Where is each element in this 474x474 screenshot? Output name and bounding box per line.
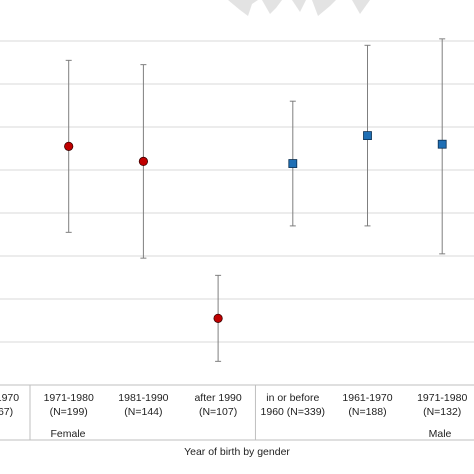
x-tick-label-n: (N=167) bbox=[0, 406, 13, 418]
x-tick-label-n: (N=199) bbox=[50, 406, 88, 418]
error-bars bbox=[65, 38, 446, 362]
gridlines bbox=[0, 40, 474, 386]
data-point-square bbox=[363, 131, 372, 141]
x-tick-label-n: (N=132) bbox=[423, 406, 461, 418]
data-point-square bbox=[437, 139, 447, 149]
x-tick-labels: 1961-1970 (N=167) 1971-1980 (N=199) 1981-199… bbox=[0, 392, 467, 418]
x-tick-label-n: (N=188) bbox=[348, 406, 386, 418]
group-label: Male bbox=[429, 428, 452, 440]
x-tick-label: 1981-1990 bbox=[118, 392, 168, 404]
group-separators bbox=[0, 385, 474, 441]
group-labels: Female Male bbox=[50, 428, 451, 440]
x-tick-label-n: (N=144) bbox=[124, 406, 162, 418]
x-tick-label: 1971-1980 bbox=[417, 392, 467, 404]
x-tick-label-n: (N=107) bbox=[199, 406, 237, 418]
x-tick-label: 1971-1980 bbox=[44, 392, 94, 404]
data-point-circle bbox=[138, 156, 148, 166]
x-tick-label: after 1990 bbox=[194, 392, 241, 404]
x-axis-title: Year of birth by gender bbox=[184, 446, 290, 458]
data-point-square bbox=[288, 159, 298, 168]
watermark-logo bbox=[228, 0, 370, 16]
x-tick-label-n: 1960 (N=339) bbox=[261, 406, 326, 418]
x-tick-label: 1961-1970 bbox=[0, 392, 19, 404]
data-markers bbox=[64, 131, 447, 323]
x-tick-label: in or before bbox=[266, 392, 319, 404]
x-tick-label: 1961-1970 bbox=[342, 392, 392, 404]
data-point-circle bbox=[64, 141, 74, 151]
data-point-circle bbox=[213, 313, 223, 323]
group-label: Female bbox=[50, 428, 85, 440]
